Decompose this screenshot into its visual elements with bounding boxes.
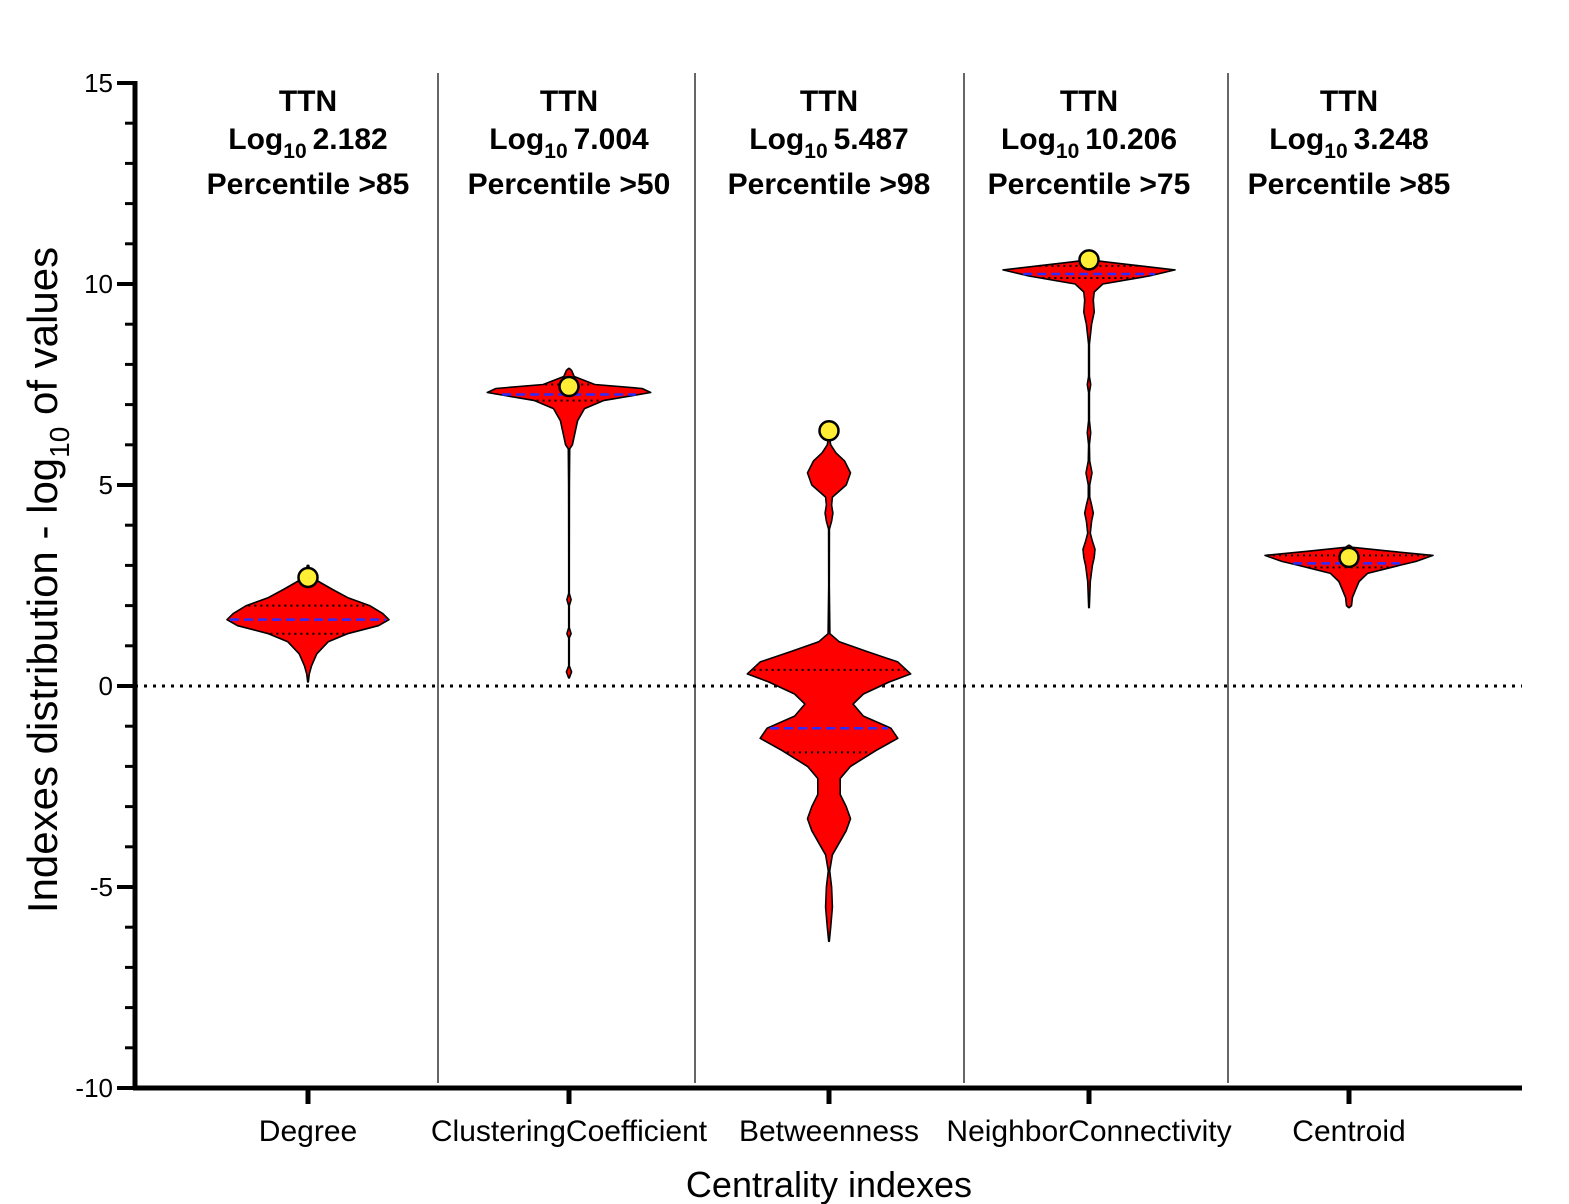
annotation-percentile: Percentile >50 — [468, 168, 671, 201]
annotation-log-prefix: Log — [1269, 123, 1324, 156]
annotation-gene: TTN — [1320, 85, 1378, 118]
x-tick-label: Degree — [259, 1115, 357, 1148]
annotation-log-value: Log10 10.206 — [1001, 123, 1177, 163]
annotation-log-value: Log10 3.248 — [1269, 123, 1428, 163]
violin-body — [1264, 544, 1434, 609]
annotation-percentile: Percentile >98 — [728, 168, 931, 201]
annotation-gene: TTN — [540, 85, 598, 118]
y-axis-title-suffix: of values — [19, 247, 66, 427]
annotation-log-number: 10.206 — [1085, 123, 1177, 156]
y-tick-label: 15 — [84, 68, 113, 98]
axes: 15 10 5 0 -5 -10 Degree ClusteringCoefficient Be… — [75, 68, 1522, 1148]
annotation-log-number: 3.248 — [1354, 123, 1429, 156]
violin-centroid — [1264, 544, 1434, 609]
annotation-centroid: TTN Log10 3.248 Percentile >85 — [1248, 85, 1451, 201]
annotation-log-subscript: 10 — [804, 140, 827, 163]
y-axis-title: Indexes distribution - log10 of values — [19, 247, 75, 913]
highlight-point — [1078, 249, 1100, 271]
x-tick-label: NeighborConnectivity — [946, 1115, 1231, 1148]
annotation-clusteringcoefficient: TTN Log10 7.004 Percentile >50 — [468, 85, 671, 201]
y-tick-label: -5 — [90, 872, 113, 902]
annotation-log-subscript: 10 — [544, 140, 567, 163]
highlight-point — [297, 566, 319, 589]
panel-separators — [437, 73, 1229, 1083]
x-tick-label: Centroid — [1292, 1115, 1405, 1148]
annotation-log-value: Log10 5.487 — [749, 123, 908, 163]
annotation-betweenness: TTN Log10 5.487 Percentile >98 — [728, 85, 931, 201]
annotation-log-prefix: Log — [749, 123, 804, 156]
annotation-log-value: Log10 7.004 — [489, 123, 649, 163]
annotation-log-prefix: Log — [228, 123, 283, 156]
violin-betweenness — [746, 419, 912, 943]
annotation-log-value: Log10 2.182 — [228, 123, 387, 163]
y-tick-label: 0 — [99, 671, 113, 701]
annotation-degree: TTN Log10 2.182 Percentile >85 — [207, 85, 410, 201]
y-tick-label: -10 — [75, 1073, 113, 1103]
annotation-log-prefix: Log — [1001, 123, 1056, 156]
y-tick-label: 10 — [84, 269, 113, 299]
annotation-gene: TTN — [1060, 85, 1118, 118]
violin-body — [1002, 259, 1176, 609]
annotation-log-number: 5.487 — [834, 123, 909, 156]
violin-neighborconnectivity — [1002, 249, 1176, 609]
annotation-percentile: Percentile >85 — [1248, 168, 1451, 201]
annotation-log-prefix: Log — [489, 123, 544, 156]
x-tick-label: ClusteringCoefficient — [431, 1115, 708, 1148]
annotation-log-subscript: 10 — [1056, 140, 1079, 163]
annotation-log-subscript: 10 — [1324, 140, 1347, 163]
annotation-percentile: Percentile >75 — [988, 168, 1191, 201]
highlight-point — [818, 419, 840, 442]
annotation-percentile: Percentile >85 — [207, 168, 410, 201]
violin-body — [226, 564, 390, 683]
annotation-log-number: 7.004 — [574, 123, 649, 156]
highlight-point — [1338, 546, 1360, 569]
violin-degree — [226, 564, 390, 683]
y-tick-label: 5 — [99, 470, 113, 500]
annotation-gene: TTN — [800, 85, 858, 118]
violin-body — [746, 436, 912, 943]
x-tick-label: Betweenness — [739, 1115, 919, 1148]
y-axis-title-prefix: Indexes distribution - log — [19, 458, 66, 913]
annotation-log-number: 2.182 — [313, 123, 388, 156]
violin-body — [486, 367, 652, 679]
highlight-point — [558, 375, 580, 398]
annotation-gene: TTN — [279, 85, 337, 118]
violin-clusteringcoefficient — [486, 367, 652, 679]
annotation-log-subscript: 10 — [283, 140, 306, 163]
y-axis-title-subscript: 10 — [44, 427, 75, 458]
x-axis-title: Centrality indexes — [686, 1164, 972, 1204]
violins — [226, 249, 1434, 943]
